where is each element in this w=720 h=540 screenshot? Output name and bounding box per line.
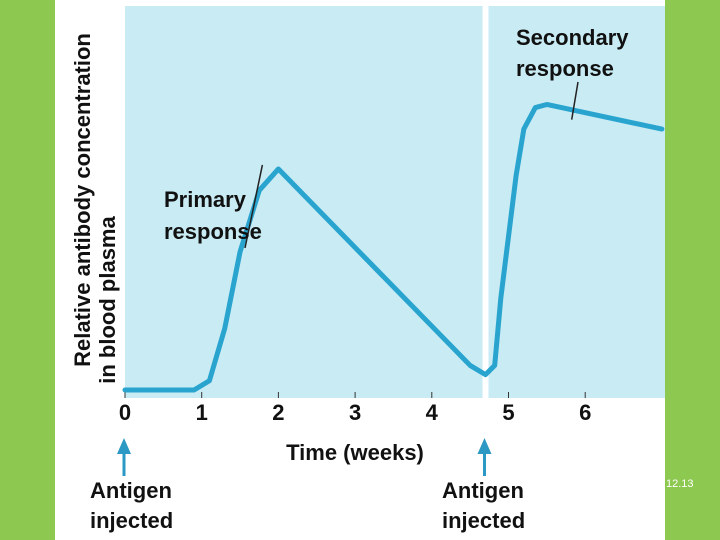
y-axis-label-line-2: in blood plasma (95, 216, 120, 384)
secondary-response-label-line-2: response (516, 56, 614, 81)
primary-response-label-line-1: Primary (164, 187, 247, 212)
y-axis-label-line-1: Relative antibody concentration (70, 33, 95, 367)
primary-response-label-line-2: response (164, 219, 262, 244)
x-tick-label: 2 (272, 400, 284, 425)
primary-response-leader-line (244, 164, 264, 249)
plot-area-after-second-injection (488, 6, 665, 398)
antigen-arrow-head (117, 438, 131, 454)
x-tick-label: 1 (196, 400, 208, 425)
x-tick-label: 3 (349, 400, 361, 425)
plot-area-before-second-injection (125, 6, 483, 398)
antibody-concentration-line (122, 101, 665, 393)
x-axis-label: Time (weeks) (286, 440, 424, 465)
antigen-injected-label-1-line-1: Antigen (90, 478, 172, 503)
secondary-response-label-line-1: Secondary (516, 25, 629, 50)
secondary-response-leader-line (570, 81, 579, 120)
antigen-injected-label-1-line-2: injected (90, 508, 173, 533)
antigen-injected-label-2-line-2: injected (442, 508, 525, 533)
x-tick-label: 5 (502, 400, 514, 425)
figure-number: 12.13 (666, 478, 694, 490)
x-tick-label: 6 (579, 400, 591, 425)
antigen-injected-label-2-line-1: Antigen (442, 478, 524, 503)
x-tick-label: 4 (426, 400, 439, 425)
x-tick-label: 0 (119, 400, 131, 425)
antigen-arrow-head (477, 438, 492, 454)
